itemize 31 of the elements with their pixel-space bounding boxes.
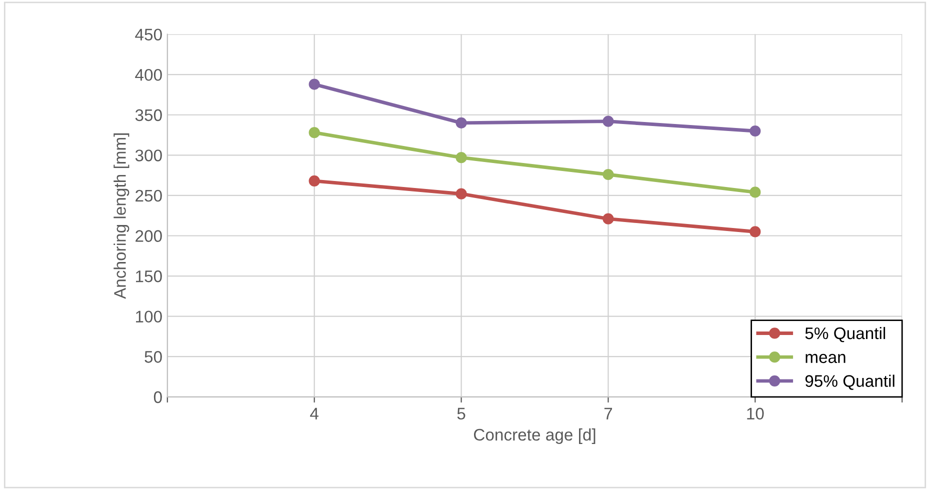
legend-label: 5% Quantil [805,326,886,342]
point [308,175,320,187]
x-tick-label: 4 [310,408,318,420]
point [456,152,467,164]
y-tick-label: 400 [135,68,162,81]
y-tick-label: 100 [136,310,162,323]
point [750,226,761,238]
point [456,117,467,128]
y-tick-label: 0 [154,391,162,404]
x-tick-label: 5 [457,408,466,420]
y-tick-label: 350 [135,109,162,122]
y-tick-label: 300 [135,150,162,162]
point [308,78,320,90]
x-tick-label: 7 [604,408,612,420]
legend-label: mean [806,354,846,364]
legend-label: 95% Quantil [805,374,894,390]
y-tick-label: 200 [136,230,162,242]
y-tick-label: 250 [136,190,162,202]
point [750,125,761,137]
point [308,127,320,138]
y-tick-label: 50 [144,351,162,363]
point [602,116,614,127]
point [750,186,761,198]
y-axis-title: Anchoring length [mm] [114,133,130,299]
x-tick-label: 10 [747,408,764,420]
point [456,188,467,200]
y-tick-label: 450 [135,28,162,41]
point [602,213,614,224]
y-tick-label: 150 [136,270,162,282]
x-axis-title: Concrete age [d] [474,428,596,444]
point [602,168,614,180]
